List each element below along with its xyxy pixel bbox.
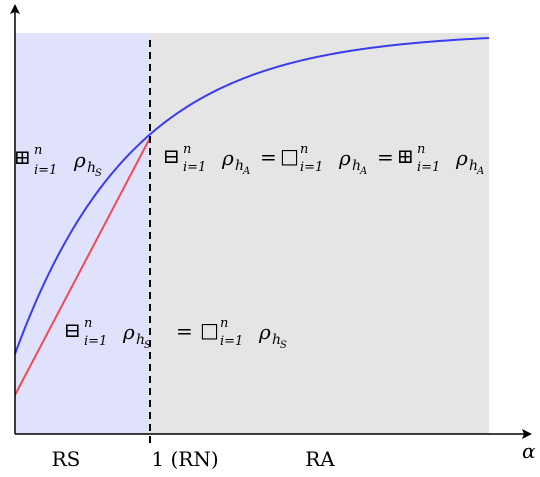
svg-text:S: S — [280, 340, 287, 351]
svg-text:ρ: ρ — [221, 146, 234, 170]
x-axis-label: α — [522, 439, 536, 463]
boxplus-operator: ⊞ — [14, 145, 31, 169]
region-label-rn: 1 (RN) — [151, 447, 218, 471]
lower-linear-segment — [14, 137, 151, 396]
x-axis-arrowhead — [522, 429, 532, 439]
svg-text:i=1: i=1 — [300, 160, 323, 175]
boxplus-operator-2: ⊞ — [397, 144, 414, 168]
svg-text:⊟: ⊟ — [64, 318, 81, 342]
svg-text:A: A — [476, 166, 484, 177]
rho: ρ — [73, 148, 86, 172]
ra-region-shade — [150, 33, 489, 434]
sub-i1: i=1 — [34, 163, 57, 178]
svg-text:=: = — [377, 145, 394, 169]
svg-text:i=1: i=1 — [220, 334, 243, 349]
svg-text:A: A — [359, 166, 367, 177]
upper-concave-curve — [14, 37, 490, 355]
svg-text:ρ: ρ — [258, 320, 271, 344]
svg-text:A: A — [242, 166, 250, 177]
svg-text:n: n — [300, 142, 308, 157]
svg-text:n: n — [183, 142, 191, 157]
svg-text:h: h — [352, 158, 361, 174]
sup-n: n — [34, 143, 42, 158]
svg-text:□: □ — [200, 318, 219, 342]
annotation-lower-middle: ⊟ n i=1 ρ h S = □ n i=1 ρ h S — [64, 316, 287, 351]
svg-text:i=1: i=1 — [417, 160, 440, 175]
svg-text:n: n — [417, 142, 425, 157]
svg-text:h: h — [469, 158, 478, 174]
region-label-ra: RA — [305, 447, 335, 471]
svg-text:n: n — [84, 316, 92, 331]
boxminus-operator: ⊟ — [163, 144, 180, 168]
annotation-upper-right: ⊟ n i=1 ρ h A = □ n i=1 ρ h A = ⊞ n i=1 … — [163, 142, 484, 177]
svg-text:h: h — [235, 158, 244, 174]
region-label-rs: RS — [52, 447, 81, 471]
svg-text:n: n — [220, 316, 228, 331]
svg-text:h: h — [272, 332, 281, 348]
svg-text:ρ: ρ — [338, 146, 351, 170]
y-axis-arrowhead — [10, 4, 20, 14]
svg-text:ρ: ρ — [455, 146, 468, 170]
svg-text:S: S — [144, 340, 151, 351]
svg-text:i=1: i=1 — [84, 334, 107, 349]
box-operator: □ — [280, 144, 299, 168]
annotation-upper-left: ⊞ n i=1 ρ h S — [14, 143, 102, 179]
h-sub: S — [95, 168, 102, 179]
svg-text:=: = — [260, 145, 277, 169]
h: h — [87, 160, 96, 176]
svg-text:⊞: ⊞ — [14, 145, 31, 169]
svg-text:=: = — [176, 319, 193, 343]
svg-text:h: h — [136, 332, 145, 348]
svg-text:i=1: i=1 — [183, 160, 206, 175]
svg-text:ρ: ρ — [122, 320, 135, 344]
rs-region-shade — [15, 33, 150, 434]
